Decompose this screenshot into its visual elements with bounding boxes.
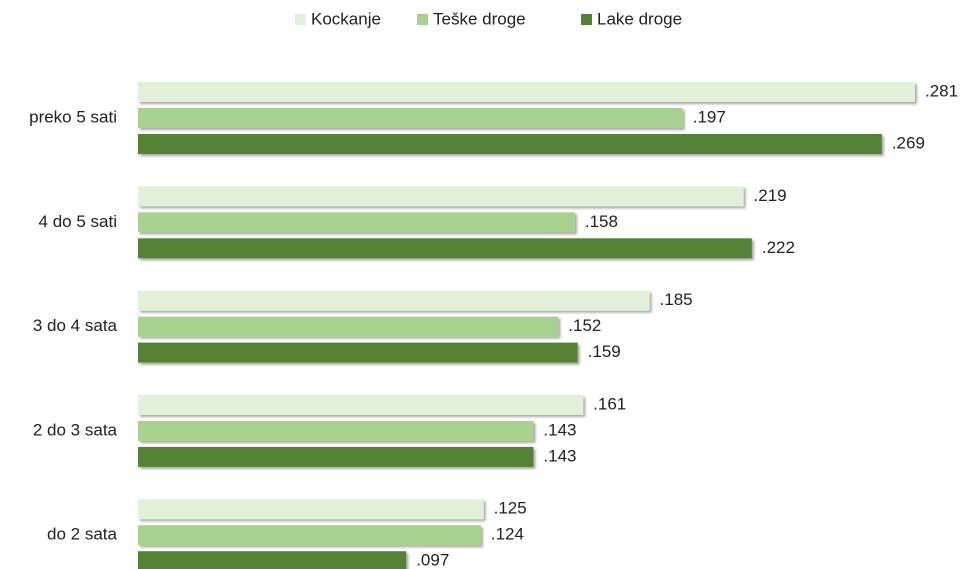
legend-label: Lake droge xyxy=(597,9,682,28)
value-label: .097 xyxy=(416,551,449,569)
value-label: .152 xyxy=(568,316,601,335)
value-label: .143 xyxy=(543,446,576,465)
bar xyxy=(138,525,481,546)
bar xyxy=(138,238,752,259)
bar xyxy=(138,82,915,102)
value-label: .161 xyxy=(593,394,626,413)
legend-label: Kockanje xyxy=(311,9,381,28)
value-label: .125 xyxy=(494,499,527,518)
legend-label: Teške droge xyxy=(433,9,526,28)
bar xyxy=(138,212,575,233)
category-label: 3 do 4 sata xyxy=(33,316,118,335)
bar xyxy=(138,108,683,128)
bar xyxy=(138,446,534,467)
legend-swatch xyxy=(295,14,306,25)
value-label: .269 xyxy=(892,133,925,152)
bar xyxy=(138,186,744,207)
value-label: .222 xyxy=(762,238,795,257)
value-label: .185 xyxy=(660,290,693,309)
category-label: 4 do 5 sati xyxy=(39,212,117,231)
category-label: preko 5 sati xyxy=(29,107,117,126)
value-label: .197 xyxy=(693,107,726,126)
bar xyxy=(138,316,559,337)
legend-swatch xyxy=(581,14,592,25)
value-label: .124 xyxy=(491,525,524,544)
category-label: 2 do 3 sata xyxy=(33,420,118,439)
value-label: .281 xyxy=(925,81,958,100)
value-label: .143 xyxy=(543,420,576,439)
bar xyxy=(138,420,534,441)
bar xyxy=(138,394,584,415)
bar xyxy=(138,499,484,520)
value-label: .158 xyxy=(585,212,618,231)
bar xyxy=(138,342,578,363)
bar xyxy=(138,551,407,569)
bar xyxy=(138,134,882,154)
value-label: .219 xyxy=(754,186,787,205)
value-label: .159 xyxy=(588,342,621,361)
legend-swatch xyxy=(417,14,428,25)
bar xyxy=(138,290,650,311)
category-label: do 2 sata xyxy=(47,525,117,544)
